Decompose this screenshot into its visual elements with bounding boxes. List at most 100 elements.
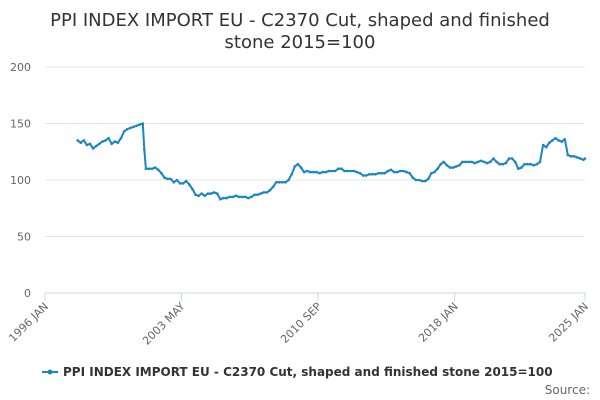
data-point[interactable]	[327, 169, 331, 173]
data-point[interactable]	[163, 176, 166, 179]
data-point[interactable]	[492, 157, 495, 160]
data-point[interactable]	[340, 167, 343, 170]
data-point[interactable]	[256, 193, 259, 196]
data-point[interactable]	[374, 173, 377, 176]
data-point[interactable]	[579, 157, 582, 160]
data-point[interactable]	[361, 174, 365, 177]
data-point[interactable]	[364, 174, 368, 177]
data-point[interactable]	[535, 162, 539, 166]
data-point[interactable]	[572, 155, 576, 158]
data-point[interactable]	[377, 171, 380, 175]
data-point[interactable]	[324, 170, 328, 174]
data-point[interactable]	[225, 196, 228, 200]
data-point[interactable]	[523, 162, 526, 166]
data-point[interactable]	[215, 192, 219, 195]
data-point[interactable]	[281, 181, 284, 184]
data-point[interactable]	[222, 196, 225, 200]
data-point[interactable]	[461, 160, 464, 164]
data-point[interactable]	[436, 167, 439, 170]
data-point[interactable]	[569, 155, 573, 158]
data-point[interactable]	[293, 165, 297, 168]
data-point[interactable]	[315, 170, 318, 174]
data-point[interactable]	[184, 179, 188, 183]
data-point[interactable]	[544, 145, 548, 149]
series-line[interactable]	[77, 122, 586, 201]
data-point[interactable]	[402, 169, 405, 173]
data-point[interactable]	[160, 171, 163, 175]
data-point[interactable]	[234, 194, 238, 198]
data-point[interactable]	[231, 195, 235, 199]
data-point[interactable]	[454, 165, 458, 168]
data-point[interactable]	[358, 171, 362, 175]
data-point[interactable]	[312, 170, 315, 174]
data-point[interactable]	[439, 162, 443, 166]
data-point[interactable]	[116, 141, 120, 144]
data-point[interactable]	[355, 170, 359, 174]
data-point[interactable]	[119, 136, 123, 140]
data-point[interactable]	[551, 139, 554, 142]
data-point[interactable]	[259, 192, 263, 195]
data-point[interactable]	[504, 161, 508, 165]
data-point[interactable]	[476, 160, 480, 164]
data-point[interactable]	[110, 142, 113, 146]
data-point[interactable]	[138, 123, 141, 126]
data-point[interactable]	[448, 166, 452, 169]
data-point[interactable]	[153, 166, 157, 169]
data-point[interactable]	[290, 173, 294, 176]
data-point[interactable]	[203, 194, 207, 198]
data-point[interactable]	[371, 173, 374, 176]
data-point[interactable]	[392, 170, 396, 174]
data-point[interactable]	[250, 195, 253, 199]
data-point[interactable]	[101, 140, 104, 143]
data-point[interactable]	[94, 144, 98, 148]
data-point[interactable]	[296, 162, 300, 166]
data-point[interactable]	[507, 157, 511, 160]
data-point[interactable]	[169, 177, 172, 181]
data-point[interactable]	[172, 181, 176, 184]
data-point[interactable]	[451, 166, 455, 169]
data-point[interactable]	[181, 182, 185, 185]
data-point[interactable]	[197, 194, 200, 198]
data-point[interactable]	[132, 125, 135, 129]
data-point[interactable]	[352, 169, 356, 173]
data-point[interactable]	[532, 164, 536, 167]
data-point[interactable]	[417, 178, 421, 182]
data-point[interactable]	[82, 139, 86, 142]
data-point[interactable]	[485, 161, 489, 165]
data-point[interactable]	[411, 176, 415, 179]
data-point[interactable]	[284, 181, 287, 184]
data-point[interactable]	[85, 143, 89, 147]
data-point[interactable]	[538, 160, 542, 164]
legend-label[interactable]: PPI INDEX IMPORT EU - C2370 Cut, shaped …	[63, 365, 553, 379]
data-point[interactable]	[129, 126, 132, 130]
data-point[interactable]	[88, 142, 92, 146]
data-point[interactable]	[194, 193, 197, 196]
data-point[interactable]	[237, 195, 241, 199]
data-point[interactable]	[395, 170, 399, 174]
data-point[interactable]	[206, 192, 210, 195]
data-point[interactable]	[305, 169, 309, 173]
data-point[interactable]	[122, 130, 126, 133]
data-point[interactable]	[144, 167, 148, 170]
data-point[interactable]	[219, 197, 222, 201]
data-point[interactable]	[135, 124, 138, 128]
data-point[interactable]	[349, 169, 353, 173]
data-point[interactable]	[526, 162, 529, 166]
data-point[interactable]	[420, 179, 424, 183]
data-point[interactable]	[268, 188, 272, 192]
data-point[interactable]	[141, 122, 145, 125]
data-point[interactable]	[529, 162, 532, 166]
data-point[interactable]	[228, 195, 231, 199]
data-point[interactable]	[278, 181, 281, 184]
data-point[interactable]	[501, 162, 505, 166]
data-point[interactable]	[209, 192, 213, 195]
data-point[interactable]	[386, 169, 390, 173]
data-point[interactable]	[399, 169, 402, 173]
data-point[interactable]	[517, 167, 520, 170]
data-point[interactable]	[368, 173, 371, 176]
data-point[interactable]	[337, 167, 340, 170]
data-point[interactable]	[430, 171, 433, 175]
data-point[interactable]	[389, 168, 393, 172]
data-point[interactable]	[560, 140, 563, 143]
data-point[interactable]	[188, 183, 191, 186]
